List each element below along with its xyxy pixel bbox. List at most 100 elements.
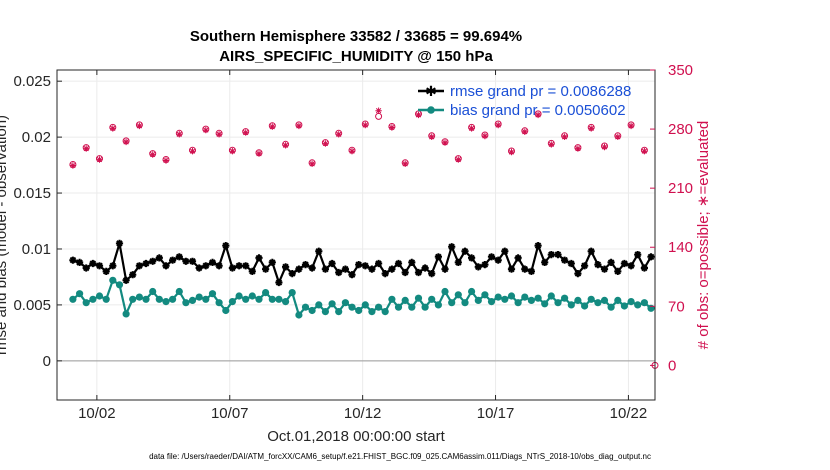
bias-point (640, 299, 649, 307)
rmse-point (102, 267, 110, 275)
bias-point (414, 294, 423, 302)
evaluated-count-point (561, 133, 568, 140)
rmse-point (82, 264, 90, 272)
bias-point (182, 299, 190, 307)
x-axis-ticks: 10/02 10/07 10/12 10/17 10/22 (78, 70, 647, 422)
bias-point (135, 293, 143, 301)
bias-point (301, 303, 310, 311)
rmse-point (408, 258, 416, 266)
rmse-point (175, 253, 183, 261)
bias-point (262, 289, 270, 297)
evaluated-count-point (83, 145, 90, 152)
bias-point (95, 292, 104, 300)
rmse-point (188, 257, 197, 265)
left-y-tick-label: 0.005 (13, 297, 51, 314)
bias-point (408, 303, 416, 311)
bias-point (394, 303, 403, 311)
bias-point (188, 296, 197, 304)
bias-point (169, 295, 177, 303)
evaluated-count-point (455, 156, 462, 163)
rmse-point (574, 270, 582, 278)
right-y-tick-label: 70 (668, 298, 685, 315)
rmse-point (600, 265, 609, 273)
rmse-point (335, 268, 343, 277)
rmse-point (388, 265, 396, 273)
rmse-point (255, 254, 263, 262)
bias-point (215, 299, 223, 307)
evaluated-count-point (574, 145, 582, 152)
rmse-point (428, 270, 436, 278)
rmse-point (321, 265, 329, 273)
rmse-point (381, 270, 389, 278)
bias-point (361, 301, 369, 309)
legend: ✱ rmse grand pr = 0.0086288 bias grand p… (418, 83, 631, 119)
rmse-point (581, 262, 589, 270)
rmse-point (614, 267, 622, 275)
bias-point (315, 301, 323, 309)
bias-point (554, 299, 562, 307)
rmse-point (361, 262, 369, 270)
rmse-point (228, 264, 236, 272)
rmse-point (461, 247, 469, 255)
rmse-point (640, 264, 648, 272)
rmse-point (215, 262, 223, 270)
rmse-point (308, 264, 316, 272)
bias-point (149, 287, 157, 296)
evaluated-count-point (415, 111, 422, 119)
bias-point (441, 287, 449, 296)
bias-point (155, 295, 163, 303)
bias-point (401, 296, 409, 304)
plot-frame (56, 69, 656, 401)
x-axis-label: Oct.01,2018 00:00:00 start (267, 428, 445, 445)
rmse-point (69, 256, 77, 264)
rmse-point (481, 261, 489, 269)
rmse-point (328, 259, 336, 268)
bias-point (647, 304, 655, 312)
bias-point (487, 298, 496, 306)
x-tick-label: 10/02 (78, 405, 116, 422)
evaluated-count-point (335, 131, 342, 138)
evaluated-count-point (521, 128, 528, 135)
rmse-point (275, 278, 283, 287)
evaluated-count-point (362, 121, 369, 129)
rmse-point (208, 258, 217, 266)
x-tick-label: 10/22 (610, 405, 648, 422)
bias-point (76, 290, 84, 298)
rmse-point (647, 253, 655, 261)
rmse-point (561, 256, 569, 264)
evaluated-count-point (282, 142, 289, 149)
rmse-point (262, 265, 270, 273)
rmse-point (414, 268, 423, 277)
rmse-point (394, 259, 403, 268)
bias-point (547, 292, 555, 300)
evaluated-count-point (495, 121, 502, 129)
bias-point (248, 292, 256, 300)
rmse-point (341, 265, 349, 273)
bias-point (587, 295, 595, 303)
rmse-point (182, 257, 190, 265)
bias-point (129, 295, 137, 303)
bias-point (474, 296, 482, 304)
rmse-point (501, 247, 509, 255)
rmse-point (95, 262, 104, 270)
evaluated-count-point (375, 107, 382, 114)
rmse-point (454, 258, 462, 266)
right-y-tick-label: 350 (668, 62, 693, 79)
rmse-point (348, 271, 356, 279)
bias-point (328, 300, 336, 308)
bias-point (235, 292, 243, 300)
evaluated-count-point (402, 160, 409, 167)
evaluated-count-point (295, 122, 303, 130)
bias-point (341, 299, 349, 307)
bias-point (481, 291, 489, 299)
rmse-point (235, 262, 243, 270)
rmse-point (547, 251, 555, 259)
rmse-point (567, 259, 575, 268)
bias-point (122, 310, 130, 318)
bias-point (567, 301, 575, 309)
evaluated-count-point (149, 151, 156, 158)
bias-point (461, 299, 469, 307)
rmse-point (242, 262, 250, 270)
evaluated-count-point (189, 148, 196, 155)
right-y-tick-label: 0 (668, 357, 676, 374)
